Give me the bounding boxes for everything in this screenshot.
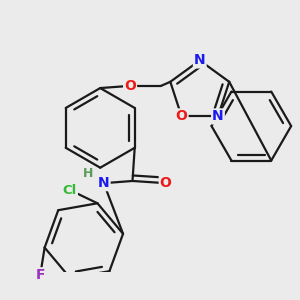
Text: Cl: Cl [63, 184, 77, 196]
Text: N: N [98, 176, 109, 190]
Text: H: H [83, 167, 93, 180]
Text: F: F [35, 268, 45, 282]
Text: O: O [176, 110, 188, 123]
Text: N: N [212, 110, 224, 123]
Text: O: O [124, 79, 136, 93]
Text: N: N [194, 53, 206, 68]
Text: O: O [160, 176, 172, 190]
